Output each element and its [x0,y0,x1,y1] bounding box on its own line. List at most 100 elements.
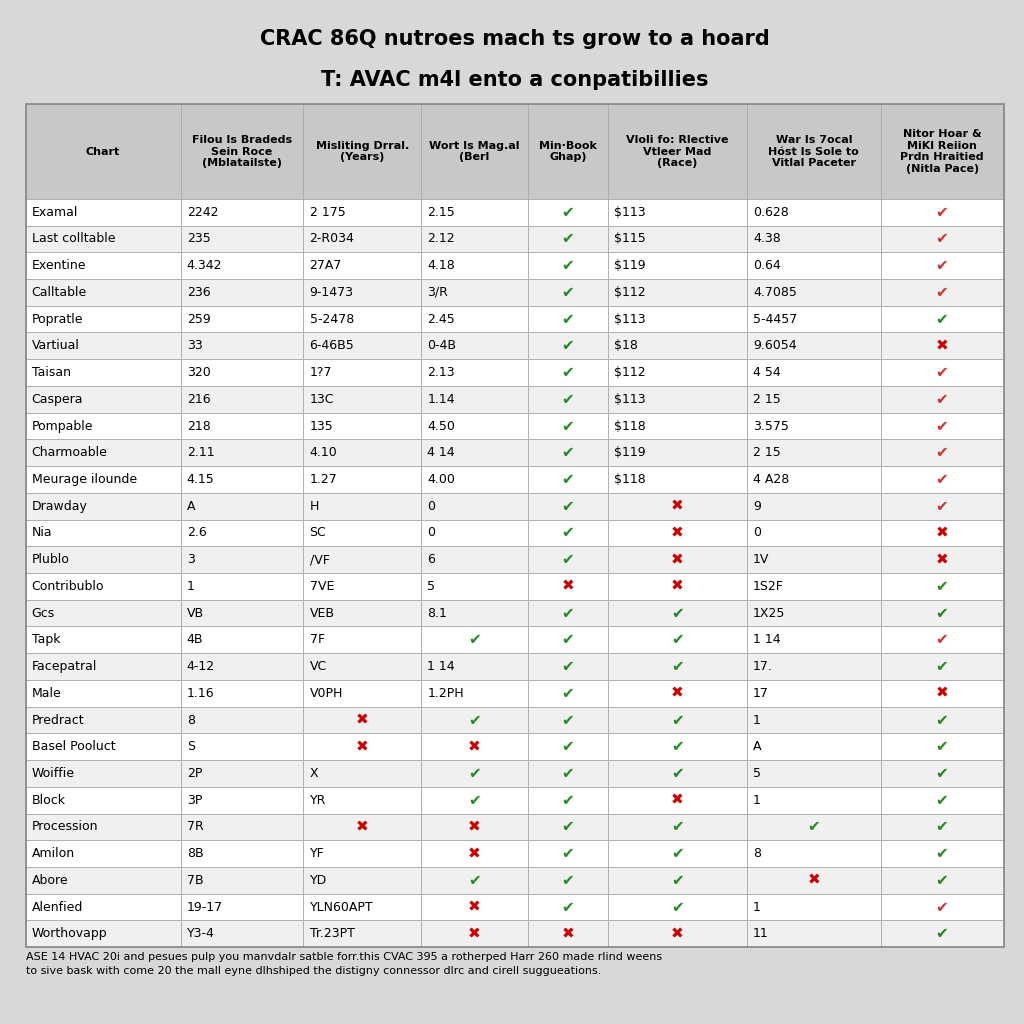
Text: ✖: ✖ [561,927,574,941]
Bar [881,813,1004,841]
Bar [180,104,303,199]
Bar [608,600,748,627]
Bar [421,707,528,733]
Text: Woiffie: Woiffie [32,767,75,780]
Bar [303,813,421,841]
Text: ✔: ✔ [936,633,948,647]
Bar [608,386,748,413]
Text: Procession: Procession [32,820,98,834]
Bar [748,252,881,279]
Bar [421,359,528,386]
Bar [881,653,1004,680]
Bar [303,333,421,359]
Text: ✔: ✔ [936,499,948,514]
Text: 0: 0 [427,526,435,540]
Text: ✔: ✔ [561,819,574,835]
Text: VB: VB [186,606,204,620]
Text: ✔: ✔ [468,713,481,727]
Text: 259: 259 [186,312,211,326]
Text: ✖: ✖ [468,927,481,941]
Bar [26,199,180,225]
Bar [748,573,881,600]
Text: YR: YR [309,794,326,807]
Text: ✔: ✔ [468,872,481,888]
Text: ✔: ✔ [936,285,948,300]
Bar [303,894,421,921]
Text: $113: $113 [614,393,646,406]
Bar [528,386,608,413]
Bar [26,573,180,600]
Bar [608,786,748,813]
Bar [180,653,303,680]
Bar [180,199,303,225]
Bar [528,921,608,947]
Bar [26,386,180,413]
Bar [748,627,881,653]
Text: ✖: ✖ [671,927,684,941]
Bar [748,921,881,947]
Text: SC: SC [309,526,327,540]
Bar [180,306,303,333]
Text: 5: 5 [754,767,761,780]
Bar [421,653,528,680]
Text: ✔: ✔ [936,739,948,755]
Bar [303,225,421,252]
Bar [180,600,303,627]
Text: ✖: ✖ [468,739,481,755]
Bar [26,466,180,493]
Bar [748,439,881,466]
Bar [26,279,180,306]
Bar [303,600,421,627]
Bar [608,627,748,653]
Text: 4 14: 4 14 [427,446,455,459]
Text: X: X [309,767,318,780]
Bar [528,573,608,600]
Text: 4 54: 4 54 [754,366,781,379]
Text: ✔: ✔ [468,766,481,781]
Bar [528,466,608,493]
Text: ✔: ✔ [671,766,684,781]
Bar [748,225,881,252]
Bar [608,519,748,546]
Bar [421,921,528,947]
Text: ✔: ✔ [561,659,574,674]
Text: ✖: ✖ [936,552,948,567]
Text: ✖: ✖ [936,338,948,353]
Bar [26,600,180,627]
Text: 2-R034: 2-R034 [309,232,354,246]
Bar [881,707,1004,733]
Text: 7F: 7F [309,633,325,646]
Bar [748,333,881,359]
Bar [528,252,608,279]
Text: 0.628: 0.628 [754,206,788,219]
Bar [608,760,748,786]
Bar [608,466,748,493]
Text: ✔: ✔ [561,338,574,353]
Text: ✔: ✔ [936,605,948,621]
Text: ✔: ✔ [671,872,684,888]
Text: ✔: ✔ [936,900,948,914]
Text: ✔: ✔ [561,499,574,514]
Bar [608,252,748,279]
Text: ✔: ✔ [561,552,574,567]
Bar [26,786,180,813]
Text: 27A7: 27A7 [309,259,342,272]
Text: 2.13: 2.13 [427,366,455,379]
Text: 1 14: 1 14 [427,660,455,673]
Bar [528,279,608,306]
Text: ✔: ✔ [561,366,574,380]
Text: 1V: 1V [754,553,769,566]
Bar [528,519,608,546]
Bar [608,867,748,894]
Text: Block: Block [32,794,66,807]
Text: 9.6054: 9.6054 [754,339,797,352]
Bar [26,252,180,279]
Bar [528,786,608,813]
Bar [421,733,528,760]
Bar [881,546,1004,573]
Text: ✔: ✔ [671,739,684,755]
Bar [528,413,608,439]
Text: $113: $113 [614,312,646,326]
Bar [303,386,421,413]
Text: ✔: ✔ [671,713,684,727]
